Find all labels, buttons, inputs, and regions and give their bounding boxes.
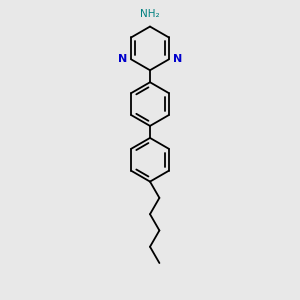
Text: N: N — [172, 54, 182, 64]
Text: N: N — [118, 54, 128, 64]
Text: NH₂: NH₂ — [140, 9, 160, 19]
